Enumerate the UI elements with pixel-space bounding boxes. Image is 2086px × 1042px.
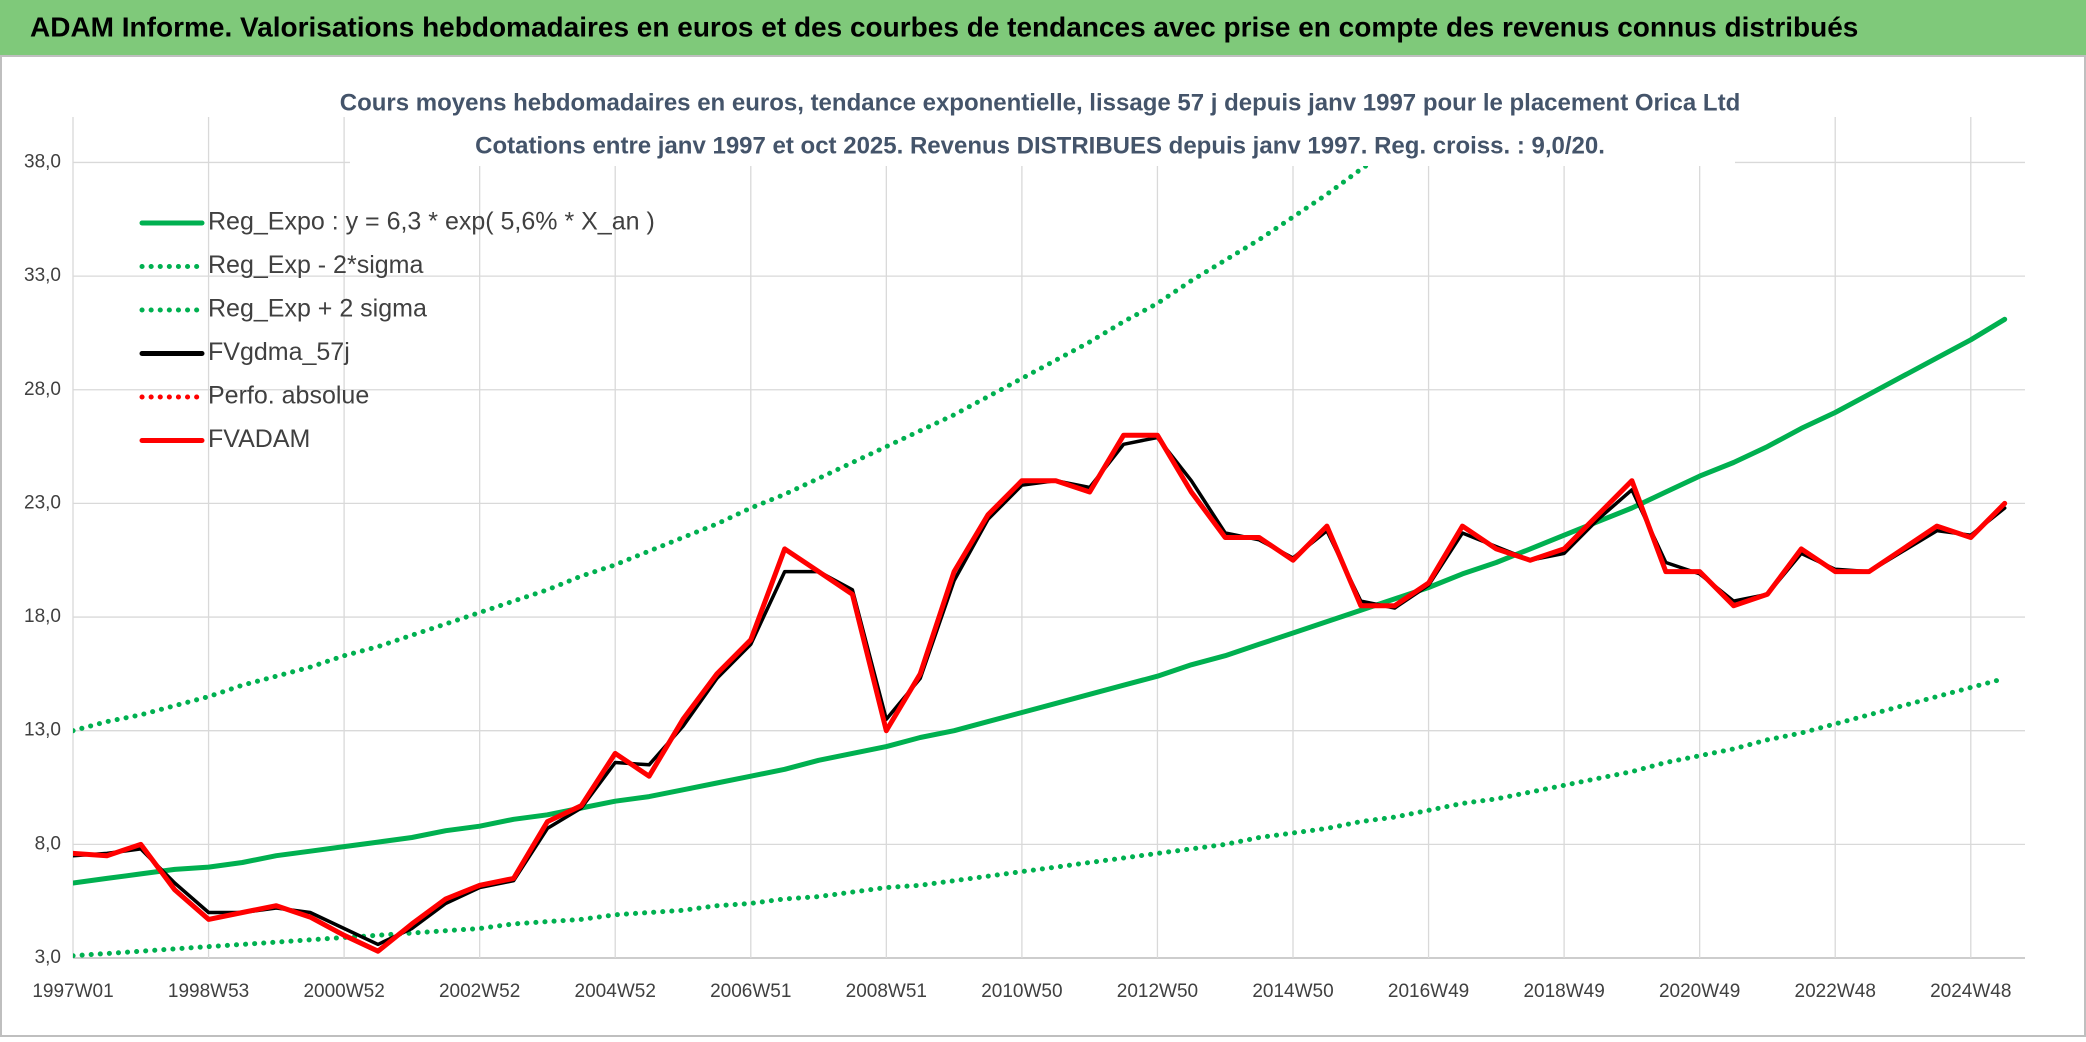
x-tick-label: 2002W52 [439, 981, 520, 1002]
x-tick-label: 2000W52 [303, 981, 384, 1002]
x-tick-label: 2018W49 [1523, 981, 1604, 1002]
legend-label: Reg_Expo : y = 6,3 * exp( 5,6% * X_an ) [208, 208, 655, 236]
series-line [73, 435, 2007, 947]
x-tick-label: 1998W53 [168, 981, 249, 1002]
y-tick-label: 28,0 [24, 379, 61, 400]
series-line [73, 316, 2008, 886]
x-tick-label: 2024W48 [1930, 981, 2011, 1002]
x-tick-label: 2020W49 [1659, 981, 1740, 1002]
legend-label: Reg_Exp + 2 sigma [208, 295, 427, 323]
y-tick-label: 13,0 [24, 720, 61, 741]
legend-label: Perfo. absolue [208, 382, 369, 410]
header-title: ADAM Informe. Valorisations hebdomadaire… [30, 11, 1858, 42]
x-tick-label: 2012W50 [1117, 981, 1198, 1002]
legend-label: FVgdma_57j [208, 338, 350, 366]
chart-subtitle: Cotations entre janv 1997 et oct 2025. R… [475, 132, 1605, 159]
legend-label: FVADAM [208, 425, 310, 453]
x-tick-label: 2016W49 [1388, 981, 1469, 1002]
x-tick-label: 1997W01 [32, 981, 113, 1002]
y-tick-label: 33,0 [24, 265, 61, 286]
x-tick-label: 2022W48 [1795, 981, 1876, 1002]
title-box [350, 84, 1735, 166]
x-tick-label: 2008W51 [846, 981, 927, 1002]
x-tick-label: 2004W52 [575, 981, 656, 1002]
x-tick-label: 2014W50 [1252, 981, 1333, 1002]
frame [0, 55, 2086, 1037]
header-bar [0, 0, 2086, 56]
x-tick-label: 2006W51 [710, 981, 791, 1002]
y-tick-label: 23,0 [24, 492, 61, 513]
series-line [73, 675, 2008, 958]
y-tick-label: 8,0 [35, 833, 61, 854]
x-tick-label: 2010W50 [981, 981, 1062, 1002]
y-tick-label: 38,0 [24, 151, 61, 172]
y-tick-label: 18,0 [24, 606, 61, 627]
y-tick-label: 3,0 [35, 947, 61, 968]
series-line [73, 432, 2008, 954]
chart-title: Cours moyens hebdomadaires en euros, ten… [340, 89, 1740, 116]
series-line [73, 117, 1439, 734]
legend-label: Reg_Exp - 2*sigma [208, 251, 423, 279]
